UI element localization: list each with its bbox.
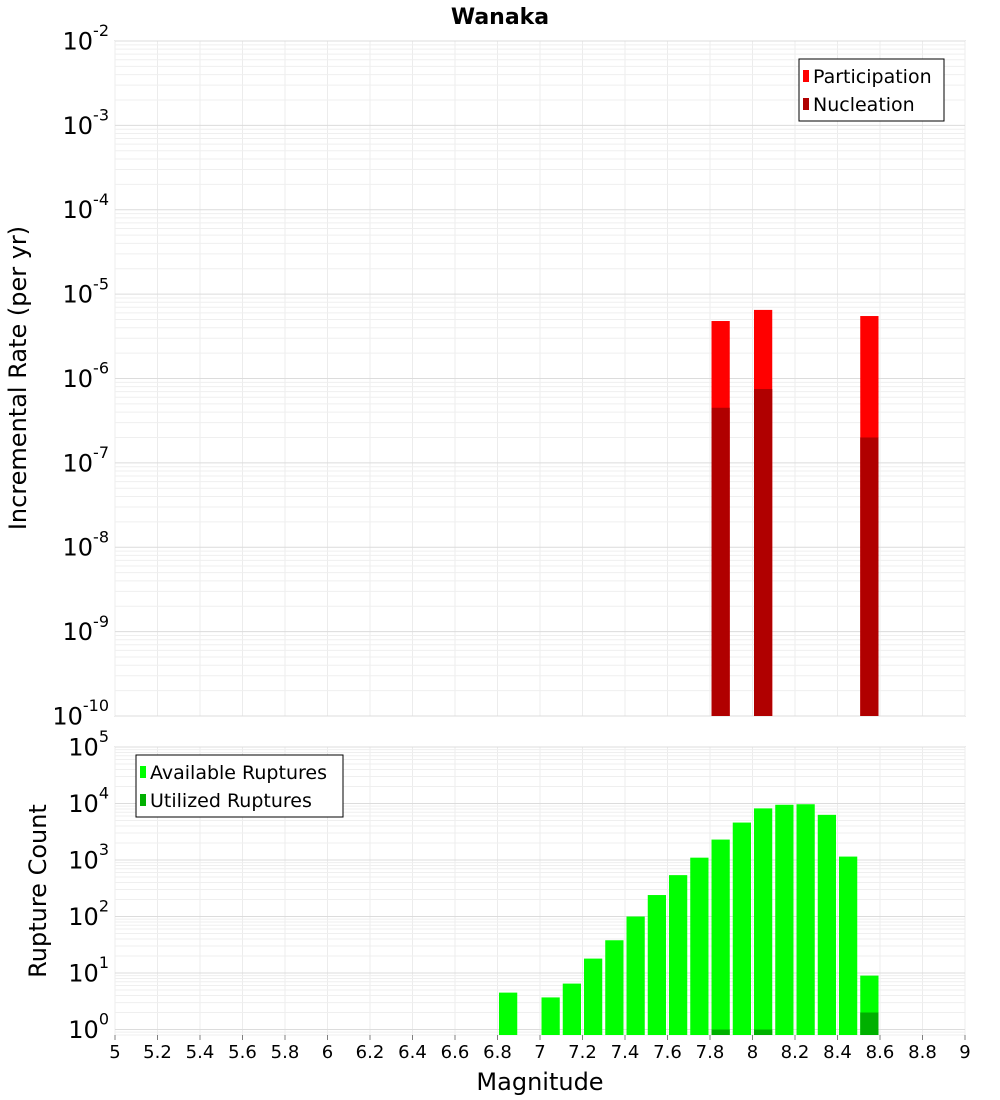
legend-box: [798, 58, 945, 122]
x-tick-label: 5.6: [228, 1042, 257, 1063]
legend-label: Utilized Ruptures: [150, 790, 312, 812]
x-tick-label: 9: [959, 1042, 970, 1063]
bar-available-ruptures: [775, 804, 794, 1035]
y-tick-label: 10-2: [63, 21, 110, 55]
y-tick-label: 10-4: [63, 190, 110, 224]
count-plot-y-ticks: 100 101 102 103 104 105: [68, 727, 109, 1044]
x-tick-label: 6.6: [441, 1042, 470, 1063]
x-tick-label: 8.2: [781, 1042, 810, 1063]
rate-plot: 10-10 10-9 10-8 10-7 10-6 10-5 10-4 10-3 10-2 In…: [4, 21, 966, 730]
x-tick-label: 7.4: [611, 1042, 640, 1063]
bar-utilized-ruptures: [754, 1029, 773, 1035]
y-tick-label: 10-6: [63, 359, 110, 393]
rate-y-axis-label: Incremental Rate (per yr): [4, 226, 32, 530]
bar-available-ruptures: [584, 958, 603, 1035]
x-tick-label: 7.8: [696, 1042, 725, 1063]
bar-available-ruptures: [626, 916, 645, 1035]
legend-swatch: [803, 70, 809, 82]
count-plot: 100 101 102 103 104 105 5 5.2 5.4 5.6 5.8 6 6.2 6.4 6…: [24, 727, 971, 1096]
bar-utilized-ruptures: [860, 1012, 879, 1035]
bar-available-ruptures: [732, 822, 751, 1035]
rate-plot-y-ticks: 10-10 10-9 10-8 10-7 10-6 10-5 10-4 10-3 10-2: [52, 21, 109, 730]
bar-available-ruptures: [817, 814, 836, 1035]
bar-available-ruptures: [562, 983, 581, 1035]
bar-nucleation: [754, 389, 773, 716]
y-tick-label: 105: [68, 727, 109, 761]
x-axis-label: Magnitude: [476, 1068, 603, 1096]
y-tick-label: 104: [68, 784, 109, 818]
y-tick-label: 102: [68, 897, 109, 931]
bar-available-ruptures: [541, 997, 560, 1035]
bar-available-ruptures: [669, 875, 688, 1035]
x-tick-label: 5.8: [271, 1042, 300, 1063]
legend-label: Nucleation: [813, 94, 915, 116]
legend-swatch: [140, 794, 146, 806]
x-tick-label: 8.4: [823, 1042, 852, 1063]
x-tick-label: 8: [747, 1042, 758, 1063]
x-tick-label: 6.4: [398, 1042, 427, 1063]
x-tick-label: 6: [322, 1042, 333, 1063]
bar-available-ruptures: [796, 804, 815, 1035]
x-tick-label: 8.6: [866, 1042, 895, 1063]
legend-label: Available Ruptures: [150, 762, 327, 784]
y-tick-label: 10-7: [63, 443, 110, 477]
x-tick-label: 5.4: [186, 1042, 215, 1063]
y-tick-label: 10-9: [63, 612, 110, 646]
bar-nucleation: [711, 407, 730, 716]
bar-nucleation: [860, 437, 879, 716]
x-tick-label: 5.2: [143, 1042, 172, 1063]
count-legend: Available Ruptures Utilized Ruptures: [135, 754, 344, 818]
x-tick-label: 6.8: [483, 1042, 512, 1063]
legend-label: Participation: [813, 66, 932, 88]
count-y-axis-label: Rupture Count: [24, 804, 52, 978]
bar-available-ruptures: [647, 895, 666, 1035]
x-tick-label: 7.2: [568, 1042, 597, 1063]
legend-swatch: [140, 766, 146, 778]
x-tick-label: 7.6: [653, 1042, 682, 1063]
bar-available-ruptures: [605, 940, 624, 1035]
rate-plot-grid: [114, 40, 966, 717]
y-tick-label: 10-8: [63, 527, 110, 561]
x-tick-label: 7: [534, 1042, 545, 1063]
rate-plot-bars: [711, 309, 879, 716]
x-tick-label: 8.8: [908, 1042, 937, 1063]
y-tick-label: 10-3: [63, 106, 110, 140]
y-tick-label: 10-5: [63, 274, 110, 308]
legend-swatch: [803, 98, 809, 110]
legend-box: [135, 754, 344, 818]
y-tick-label: 10-10: [52, 696, 109, 730]
bar-available-ruptures: [839, 856, 858, 1035]
y-tick-label: 100: [68, 1010, 109, 1044]
count-plot-bars: [499, 804, 879, 1035]
rate-legend: Participation Nucleation: [798, 58, 945, 122]
bar-available-ruptures: [711, 839, 730, 1035]
chart-title: Wanaka: [451, 5, 549, 30]
bar-utilized-ruptures: [711, 1029, 730, 1035]
y-tick-label: 103: [68, 840, 109, 874]
x-tick-label: 6.2: [356, 1042, 385, 1063]
bar-available-ruptures: [499, 992, 518, 1035]
y-tick-label: 101: [68, 953, 109, 987]
bar-available-ruptures: [754, 808, 773, 1035]
x-axis-ticks: 5 5.2 5.4 5.6 5.8 6 6.2 6.4 6.6 6.8 7 7.2 7.4 7.6 7.8 8…: [109, 1035, 971, 1063]
x-tick-label: 5: [109, 1042, 120, 1063]
bar-available-ruptures: [690, 857, 709, 1035]
